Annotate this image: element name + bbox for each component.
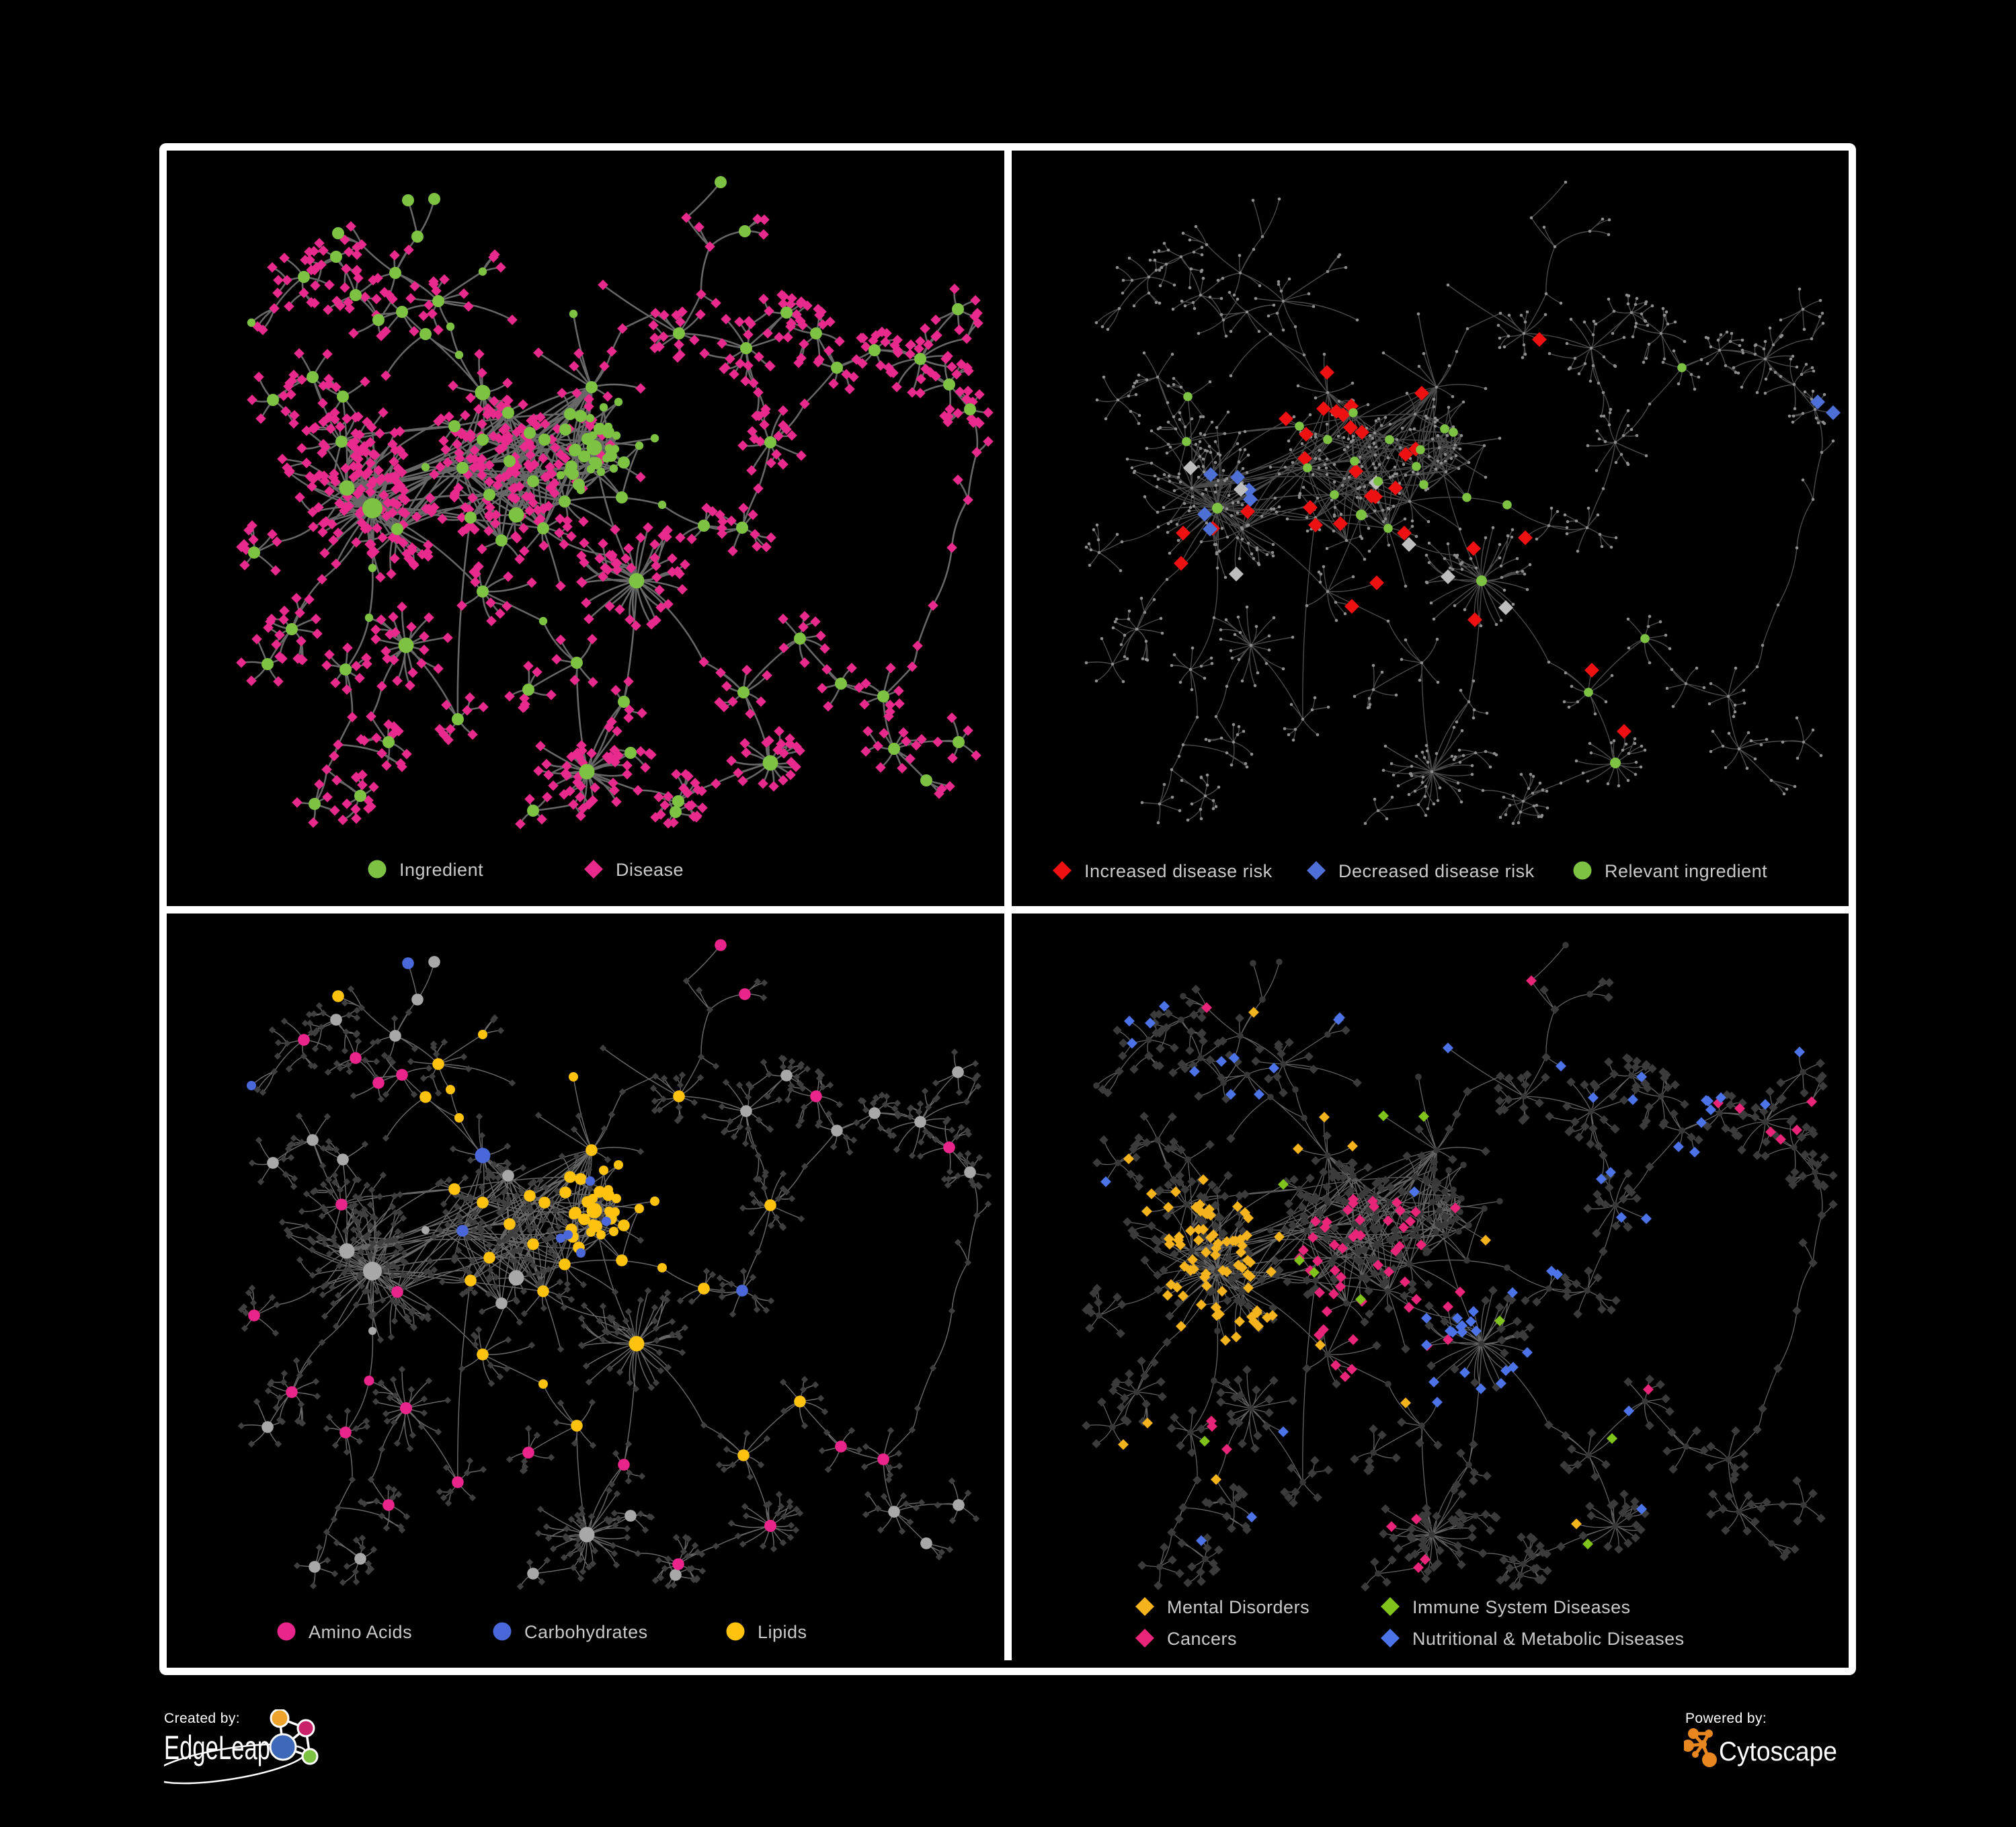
svg-text:Relevant ingredient: Relevant ingredient [1605, 861, 1767, 881]
svg-text:Lipids: Lipids [758, 1622, 807, 1642]
svg-text:Decreased disease risk: Decreased disease risk [1338, 861, 1535, 881]
svg-text:Disease: Disease [616, 860, 684, 880]
svg-text:Mental Disorders: Mental Disorders [1167, 1597, 1309, 1617]
svg-text:Cancers: Cancers [1167, 1629, 1237, 1649]
svg-text:Created by:: Created by: [164, 1711, 240, 1726]
svg-text:Ingredient: Ingredient [399, 860, 483, 880]
svg-text:Amino Acids: Amino Acids [309, 1622, 412, 1642]
svg-text:Cytoscape: Cytoscape [1719, 1737, 1837, 1767]
svg-text:EdgeLeap: EdgeLeap [164, 1729, 270, 1767]
svg-text:Immune System Diseases: Immune System Diseases [1412, 1597, 1631, 1617]
svg-text:Carbohydrates: Carbohydrates [524, 1622, 648, 1642]
svg-text:Nutritional & Metabolic Diseas: Nutritional & Metabolic Diseases [1412, 1629, 1685, 1649]
svg-text:Powered by:: Powered by: [1685, 1711, 1767, 1726]
svg-text:Increased disease risk: Increased disease risk [1084, 861, 1273, 881]
